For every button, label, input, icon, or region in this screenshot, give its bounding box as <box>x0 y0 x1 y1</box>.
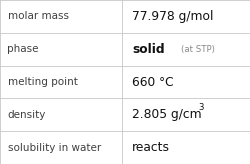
Text: 3: 3 <box>198 103 204 112</box>
Text: solid: solid <box>132 43 164 56</box>
Text: (at STP): (at STP) <box>181 45 215 54</box>
Text: solubility in water: solubility in water <box>8 143 101 153</box>
Text: reacts: reacts <box>132 141 170 154</box>
Text: molar mass: molar mass <box>8 11 68 21</box>
Text: melting point: melting point <box>8 77 78 87</box>
Text: density: density <box>8 110 46 120</box>
Text: 77.978 g/mol: 77.978 g/mol <box>132 10 214 23</box>
Text: phase: phase <box>8 44 39 54</box>
Text: 2.805 g/cm: 2.805 g/cm <box>132 108 202 121</box>
Text: 660 °C: 660 °C <box>132 75 173 89</box>
